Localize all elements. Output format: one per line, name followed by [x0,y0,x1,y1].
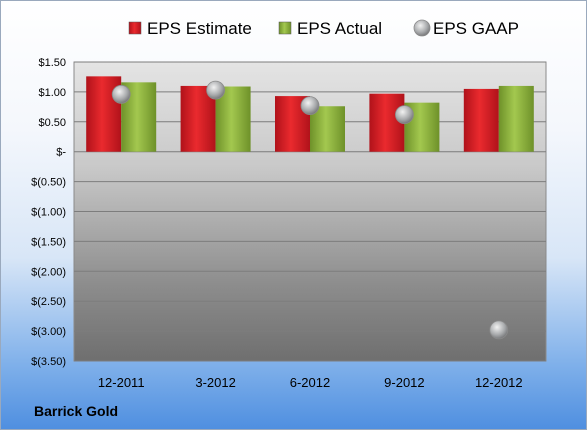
y-tick-label: $(1.50) [31,236,66,248]
estimate-bar [369,93,405,152]
category-label: 3-2012 [195,375,235,390]
y-tick-label: $0.50 [38,117,66,129]
gaap-point [394,105,414,125]
legend-gaap-swatch [413,19,431,37]
gaap-points [111,80,509,340]
gaap-point [111,84,131,104]
company-name: Barrick Gold [34,403,119,419]
y-tick-label: $1.00 [38,87,66,99]
category-label: 12-2011 [98,375,145,390]
gaap-point [300,96,320,116]
legend: EPS Estimate EPS Actual EPS GAAP [128,19,519,38]
actual-bar [498,85,534,152]
legend-estimate-swatch [128,21,142,35]
y-tick-label: $(2.50) [31,296,66,308]
legend-actual-swatch [278,21,292,35]
gaap-point [489,320,509,340]
gaap-point [206,80,226,100]
y-tick-label: $- [56,147,66,159]
y-tick-label: $(3.00) [31,326,66,338]
actual-bar [310,106,345,152]
estimate-bar [463,88,499,152]
y-axis-ticks: $1.50 $1.00 $0.50 $- $(0.50) $(1.00) $(1.50) $(… [31,57,66,368]
category-label: 6-2012 [290,375,330,390]
y-tick-label: $(3.50) [31,356,66,368]
legend-label: EPS Estimate [147,19,252,38]
category-label: 9-2012 [384,375,424,390]
y-tick-label: $1.50 [38,57,66,69]
y-tick-label: $(0.50) [31,177,66,189]
y-tick-label: $(1.00) [31,207,66,219]
legend-label: EPS GAAP [433,19,519,38]
category-label: 12-2012 [475,375,523,390]
legend-label: EPS Actual [297,19,382,38]
y-tick-label: $(2.00) [31,266,66,278]
x-axis-categories: 12-2011 3-2012 6-2012 9-2012 12-2012 [98,375,523,390]
